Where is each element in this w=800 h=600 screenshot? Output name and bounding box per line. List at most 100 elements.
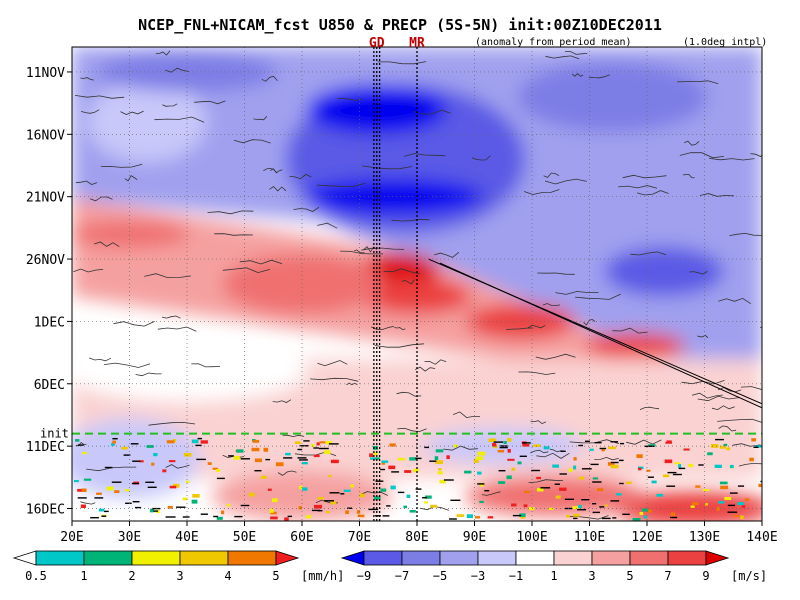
contour-line <box>434 251 460 258</box>
precip-contour <box>610 441 619 443</box>
precip-marker <box>523 504 528 508</box>
contour-line <box>89 196 113 202</box>
contour-line <box>161 315 181 319</box>
precip-marker <box>573 457 577 461</box>
contour-line <box>575 293 621 300</box>
precip-marker <box>345 510 349 514</box>
precip-marker <box>548 507 554 510</box>
contour-line <box>397 427 427 433</box>
precip-marker <box>714 464 722 468</box>
precip-contour <box>130 443 139 445</box>
precip-contour <box>578 444 583 447</box>
contour-line <box>750 153 762 157</box>
contour-line <box>544 178 587 185</box>
precip-marker <box>690 505 695 508</box>
contour-line <box>162 103 178 107</box>
contour-line <box>545 55 580 60</box>
precip-marker <box>749 457 754 462</box>
contour-line <box>471 155 491 161</box>
contour-line <box>697 334 709 339</box>
precip-marker <box>601 448 605 452</box>
contour-line <box>354 249 365 254</box>
precip-marker <box>718 501 725 504</box>
precip-marker <box>302 462 308 465</box>
contour-line <box>377 61 427 65</box>
precip-marker <box>674 462 681 465</box>
precip-marker <box>299 485 303 490</box>
precip-marker <box>270 511 277 515</box>
contour-line <box>191 363 221 368</box>
precip-marker <box>702 489 710 492</box>
contour-line <box>530 420 547 425</box>
precip-contour <box>581 499 590 501</box>
precip-contour <box>176 506 186 508</box>
u850-legend-label: −1 <box>509 569 523 583</box>
precip-contour <box>594 442 602 444</box>
contour-line <box>711 405 735 411</box>
u850-legend-swatch <box>363 550 403 566</box>
precip-contour <box>368 508 379 511</box>
precip-marker <box>306 515 312 519</box>
precip-contour <box>672 473 682 476</box>
precip-contour <box>531 469 540 472</box>
precip-contour <box>328 443 339 445</box>
x-tick-label: 30E <box>118 530 141 545</box>
precip-contour <box>601 517 611 520</box>
u850-legend-label: −9 <box>357 569 371 583</box>
precip-contour <box>283 457 293 459</box>
precip-marker <box>183 453 192 457</box>
precip-legend-swatch <box>35 550 85 566</box>
precip-contour <box>375 480 384 482</box>
precip-marker <box>121 446 128 450</box>
precip-contour <box>324 500 334 502</box>
precip-contour <box>499 445 508 447</box>
precip-contour <box>698 464 704 466</box>
x-tick-label: 110E <box>574 530 605 545</box>
precip-contour <box>90 517 99 519</box>
precip-marker <box>372 446 378 450</box>
precip-contour <box>729 492 738 494</box>
contour-line <box>103 362 151 368</box>
precip-contour <box>297 448 303 451</box>
contour-line <box>684 140 700 146</box>
precip-marker <box>96 492 102 495</box>
precip-contour <box>619 482 624 485</box>
precip-marker <box>248 492 255 497</box>
precip-marker <box>236 449 244 453</box>
precip-marker <box>359 493 365 498</box>
precip-marker <box>720 485 729 490</box>
precip-marker <box>642 508 648 512</box>
contour-line <box>154 116 205 123</box>
precip-contour <box>297 457 307 459</box>
precip-contour <box>610 461 619 464</box>
contour-line <box>717 418 762 423</box>
contour-line <box>371 325 394 330</box>
precip-marker <box>670 512 676 517</box>
u850-legend-swatch <box>439 550 479 566</box>
precip-marker <box>533 444 541 447</box>
precip-marker <box>252 439 260 443</box>
precip-marker <box>730 464 734 469</box>
precip-marker <box>373 451 378 456</box>
precip-contour <box>104 510 109 513</box>
precip-marker <box>610 464 619 469</box>
precip-marker <box>409 510 416 513</box>
precip-marker <box>726 447 731 451</box>
y-tick-label: 21NOV <box>26 191 65 206</box>
precip-marker <box>388 465 396 470</box>
precip-contour <box>599 447 607 450</box>
x-axis-labels: 20E 30E 40E 50E 60E 70E 80E 90E 100E 110E 120E 130E… <box>60 521 778 545</box>
init-label: init <box>40 427 69 441</box>
precip-marker <box>260 475 267 479</box>
contour-line <box>691 392 723 399</box>
precip-marker <box>106 486 114 491</box>
precip-contour <box>477 483 485 485</box>
precip-marker <box>275 462 284 467</box>
precip-legend: 0.5 1 2 3 4 5 [mm/h] <box>12 550 344 583</box>
precip-marker <box>665 441 673 444</box>
precip-marker <box>75 439 80 442</box>
precip-contour <box>265 458 271 461</box>
contour-line <box>506 327 533 330</box>
contour-line <box>569 439 620 445</box>
